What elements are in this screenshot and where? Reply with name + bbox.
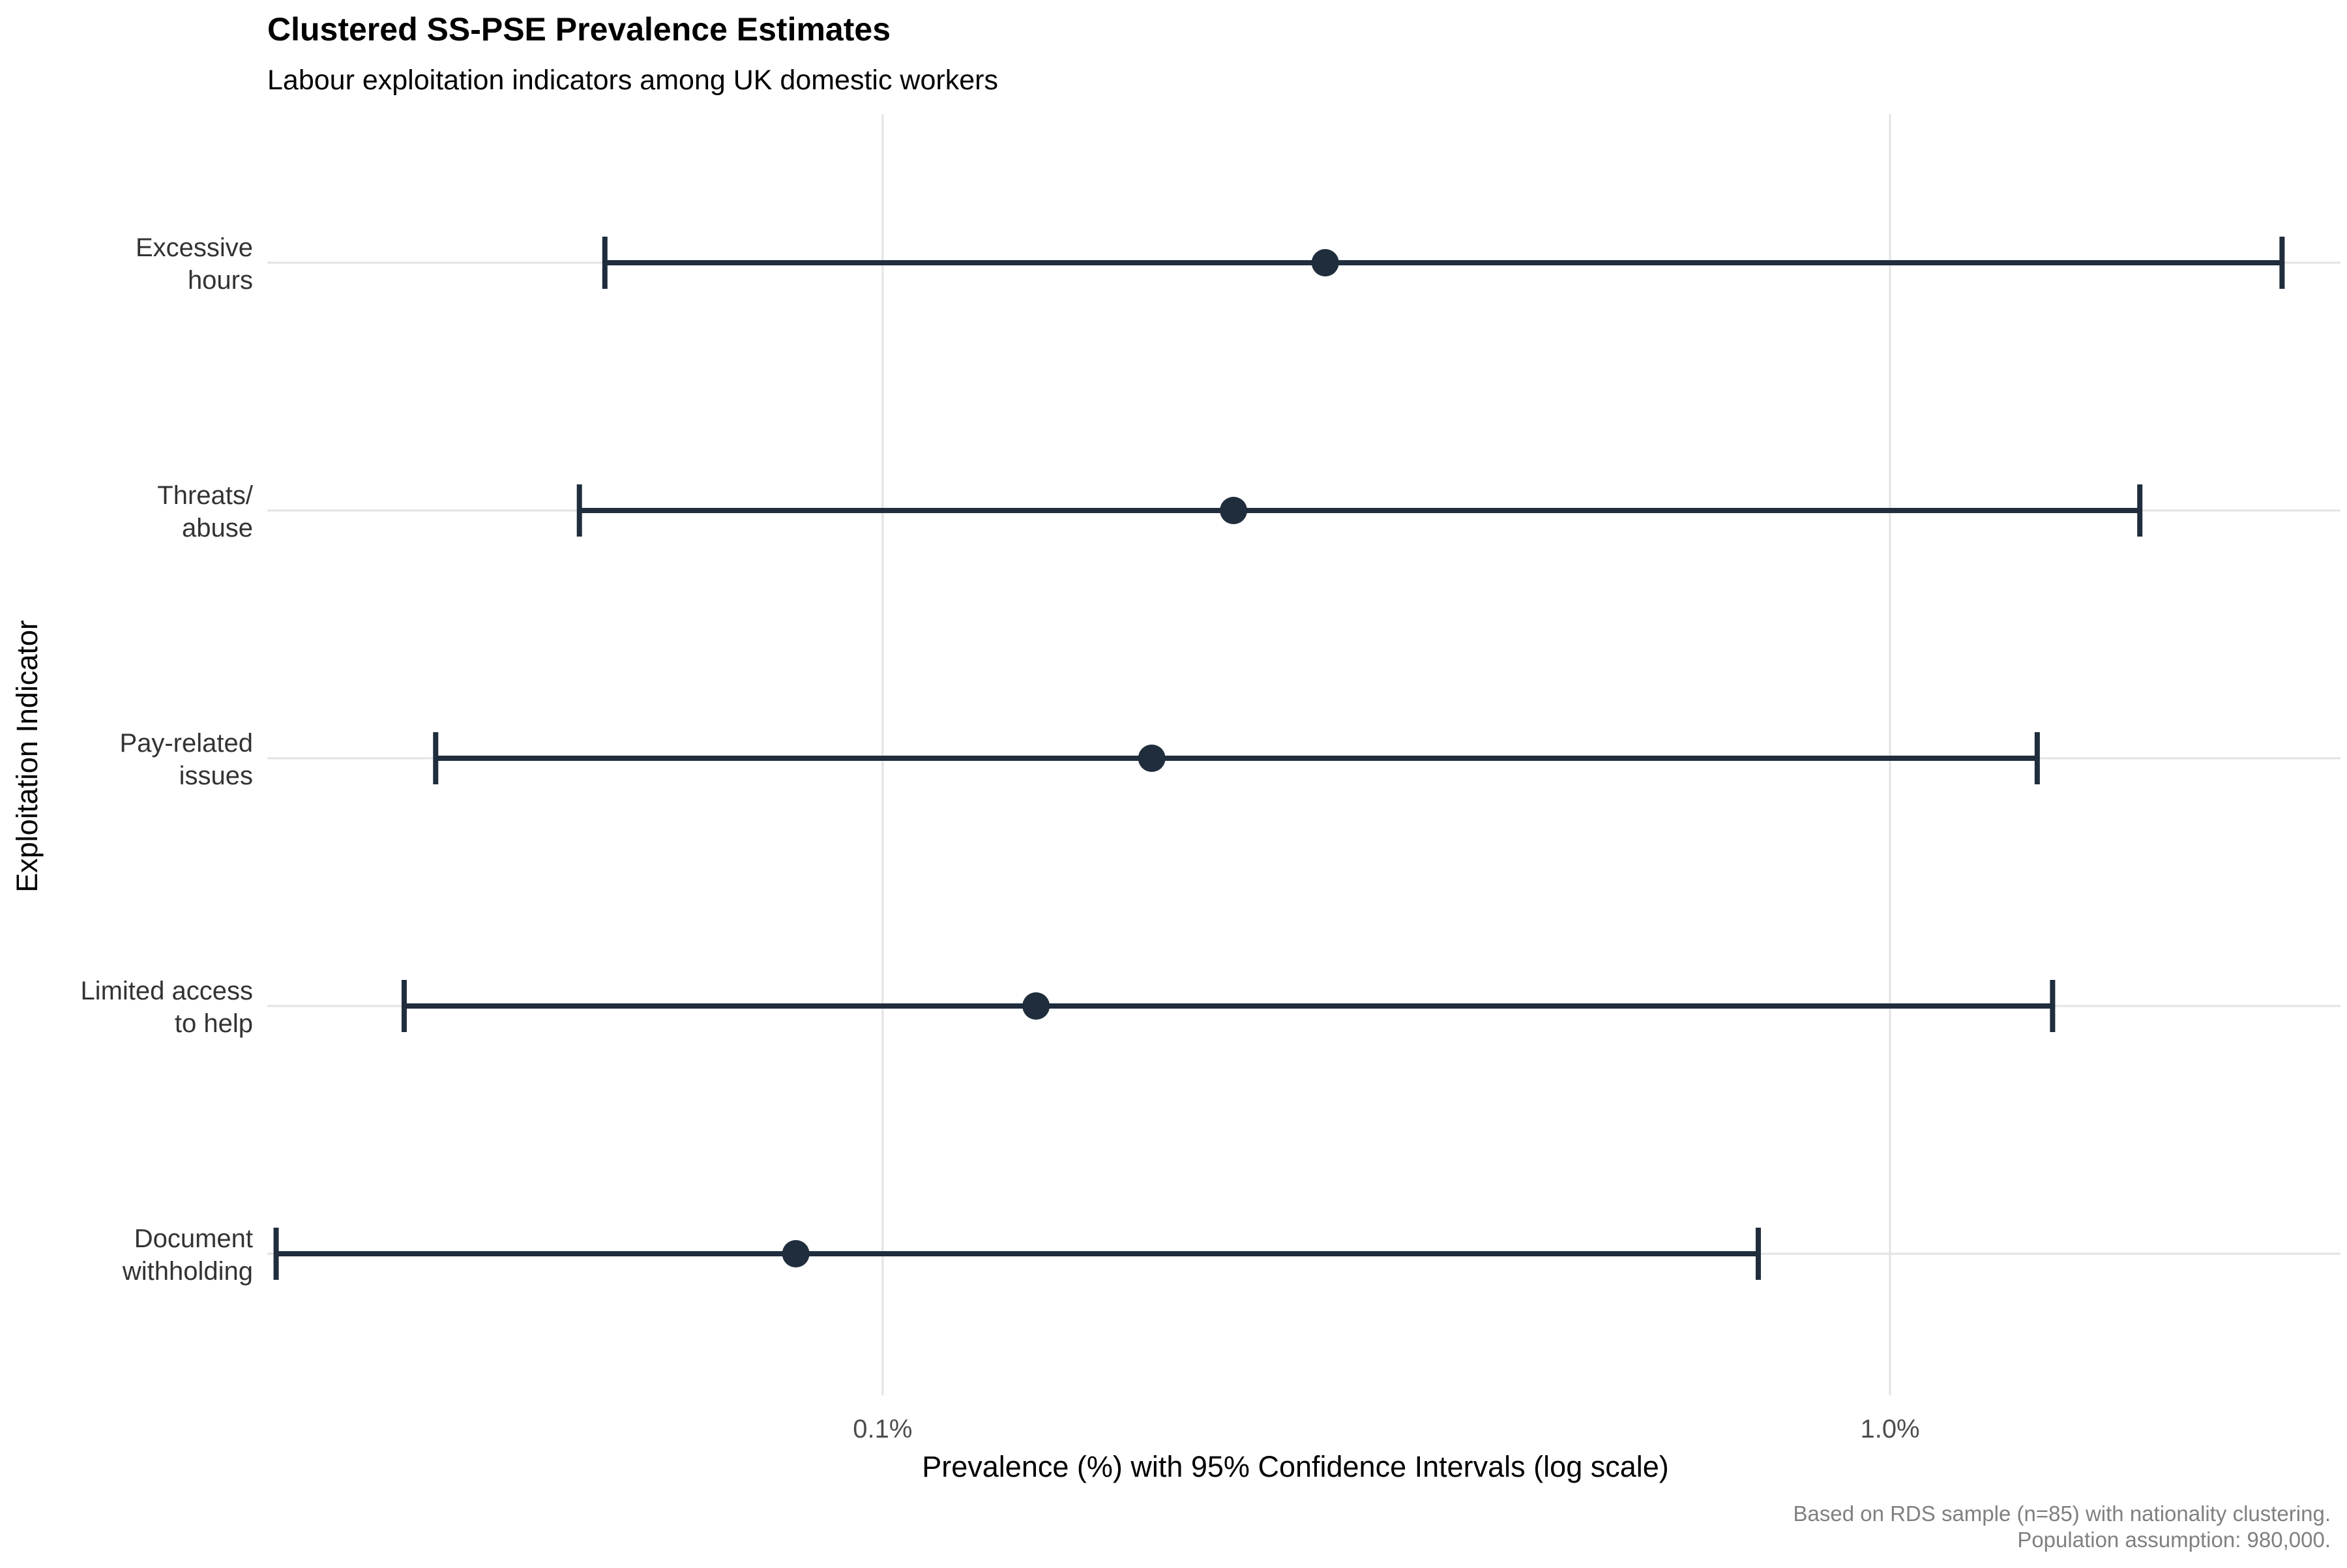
point-estimate: [1022, 992, 1050, 1020]
y-tick-label: Document withholding: [122, 1224, 253, 1286]
y-tick-label: Threats/abuse: [157, 481, 254, 542]
chart-subtitle: Labour exploitation indicators among UK …: [267, 65, 998, 96]
chart-title: Clustered SS-PSE Prevalence Estimates: [267, 11, 891, 48]
errorbar-group: [401, 980, 2056, 1032]
y-axis-title: Exploitation Indicator: [10, 620, 44, 893]
x-axis-title: Prevalence (%) with 95% Confidence Inter…: [922, 1450, 1669, 1483]
errorbar-group: [602, 237, 2285, 289]
caption-line-1: Based on RDS sample (n=85) with national…: [1793, 1501, 2331, 1526]
y-tick-label: Pay-related issues: [119, 729, 253, 790]
text-layer: Clustered SS-PSE Prevalence Estimates La…: [10, 11, 2331, 1552]
errorbar-group: [576, 484, 2143, 537]
errorbar-group: [433, 732, 2040, 784]
point-estimate: [1220, 497, 1248, 524]
x-tick-label: 1.0%: [1860, 1415, 1919, 1443]
y-tick-label: Excessive hours: [136, 233, 253, 295]
point-estimate: [1311, 249, 1339, 276]
point-estimate: [782, 1240, 810, 1267]
marks-layer: [273, 237, 2285, 1280]
y-tick-label: Limited access to help: [80, 977, 253, 1038]
point-estimate: [1138, 745, 1166, 772]
x-tick-label: 0.1%: [853, 1415, 912, 1443]
errorbar-group: [273, 1228, 1761, 1280]
caption-line-2: Population assumption: 980,000.: [2017, 1528, 2331, 1552]
